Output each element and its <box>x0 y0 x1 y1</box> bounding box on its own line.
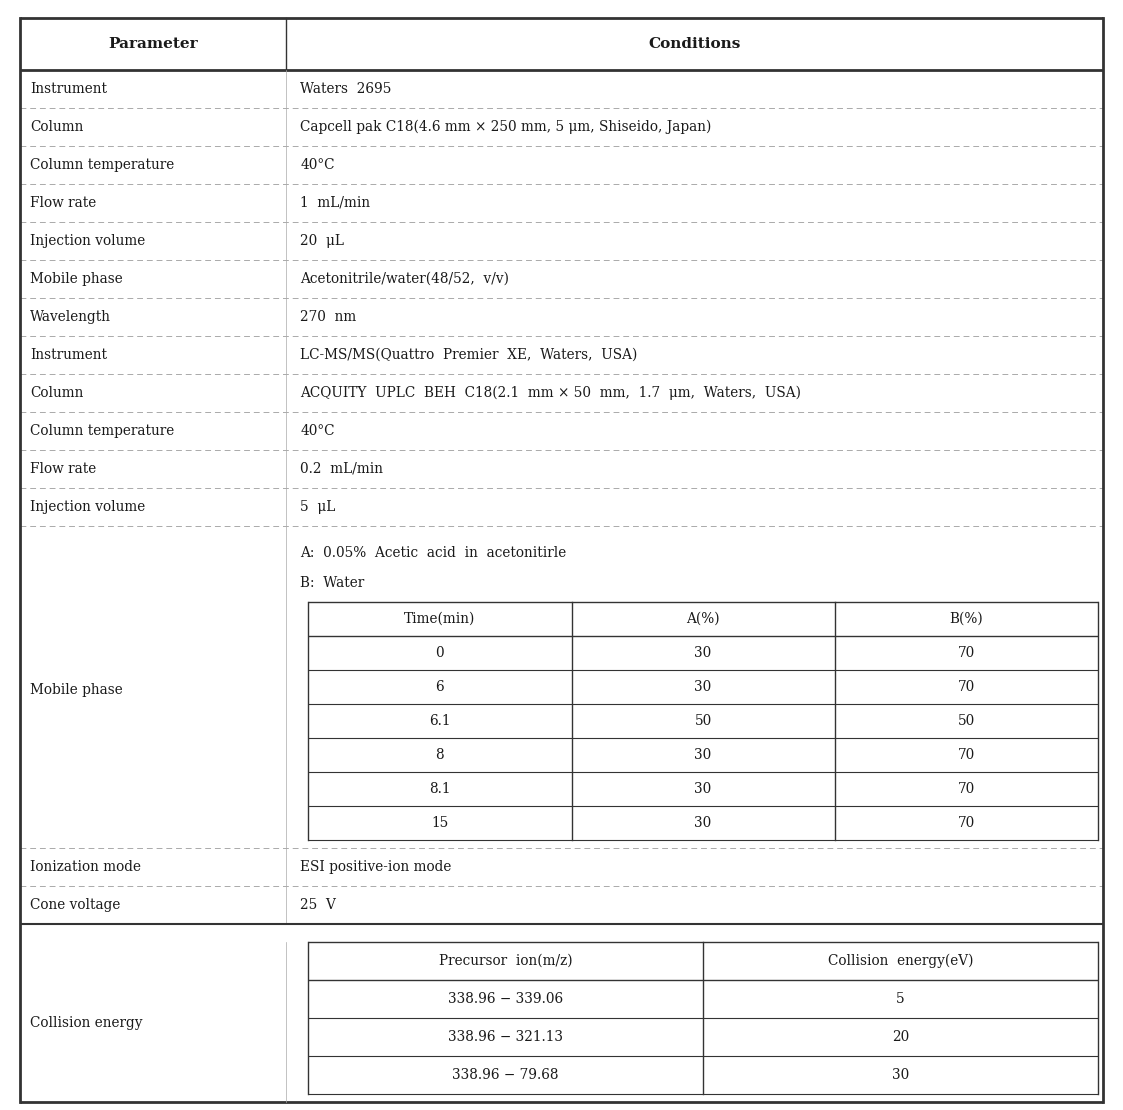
Text: 20: 20 <box>892 1030 909 1045</box>
Text: Capcell pak C18(4.6 mm × 250 mm, 5 μm, Shiseido, Japan): Capcell pak C18(4.6 mm × 250 mm, 5 μm, S… <box>300 120 712 134</box>
Text: Column: Column <box>30 386 83 400</box>
Text: 270  nm: 270 nm <box>300 310 357 324</box>
Text: 25  V: 25 V <box>300 898 336 912</box>
Text: Column temperature: Column temperature <box>30 158 174 172</box>
Text: 8.1: 8.1 <box>429 783 450 796</box>
Text: 30: 30 <box>694 783 712 796</box>
Text: Parameter: Parameter <box>109 37 198 51</box>
Text: 40°C: 40°C <box>300 424 335 438</box>
Text: 338.96 − 339.06: 338.96 − 339.06 <box>448 992 564 1006</box>
Text: ACQUITY  UPLC  BEH  C18(2.1  mm × 50  mm,  1.7  μm,  Waters,  USA): ACQUITY UPLC BEH C18(2.1 mm × 50 mm, 1.7… <box>300 386 802 401</box>
Text: Injection volume: Injection volume <box>30 234 146 248</box>
Text: Instrument: Instrument <box>30 349 107 362</box>
Text: 70: 70 <box>958 646 975 660</box>
Text: 0: 0 <box>436 646 445 660</box>
Text: A(%): A(%) <box>686 612 720 626</box>
Text: Flow rate: Flow rate <box>30 196 97 210</box>
Text: 30: 30 <box>694 680 712 694</box>
Text: Collision energy: Collision energy <box>30 1016 143 1030</box>
Text: Instrument: Instrument <box>30 82 107 95</box>
Text: ESI positive-ion mode: ESI positive-ion mode <box>300 860 451 874</box>
Text: Column temperature: Column temperature <box>30 424 174 438</box>
Text: Injection volume: Injection volume <box>30 500 146 514</box>
Text: 70: 70 <box>958 748 975 761</box>
Text: 30: 30 <box>694 646 712 660</box>
Text: 5  μL: 5 μL <box>300 500 336 514</box>
Text: A:  0.05%  Acetic  acid  in  acetonitirle: A: 0.05% Acetic acid in acetonitirle <box>300 546 567 561</box>
Text: Conditions: Conditions <box>648 37 741 51</box>
Text: 8: 8 <box>436 748 445 761</box>
Text: Column: Column <box>30 120 83 134</box>
Text: 30: 30 <box>694 816 712 830</box>
Text: Collision  energy(eV): Collision energy(eV) <box>828 953 974 968</box>
Text: Mobile phase: Mobile phase <box>30 683 122 697</box>
Text: 30: 30 <box>694 748 712 761</box>
Text: 6.1: 6.1 <box>429 714 450 728</box>
Text: B(%): B(%) <box>949 612 983 626</box>
Text: B:  Water: B: Water <box>300 576 365 591</box>
Text: 40°C: 40°C <box>300 158 335 172</box>
Text: 20  μL: 20 μL <box>300 234 345 248</box>
Text: Wavelength: Wavelength <box>30 310 111 324</box>
Text: 30: 30 <box>892 1068 909 1082</box>
Text: 1  mL/min: 1 mL/min <box>300 196 371 210</box>
Text: 338.96 − 321.13: 338.96 − 321.13 <box>448 1030 564 1045</box>
Text: 70: 70 <box>958 680 975 694</box>
Text: Flow rate: Flow rate <box>30 462 97 476</box>
Text: 70: 70 <box>958 816 975 830</box>
Text: 0.2  mL/min: 0.2 mL/min <box>300 462 383 476</box>
Text: Ionization mode: Ionization mode <box>30 860 141 874</box>
Text: LC-MS/MS(Quattro  Premier  XE,  Waters,  USA): LC-MS/MS(Quattro Premier XE, Waters, USA… <box>300 349 638 362</box>
Text: 6: 6 <box>436 680 445 694</box>
Text: 5: 5 <box>896 992 905 1006</box>
Text: Acetonitrile/water(48/52,  v/v): Acetonitrile/water(48/52, v/v) <box>300 272 510 286</box>
Text: Time(min): Time(min) <box>404 612 476 626</box>
Text: Precursor  ion(m/z): Precursor ion(m/z) <box>439 953 573 968</box>
Text: Waters  2695: Waters 2695 <box>300 82 392 95</box>
Text: 15: 15 <box>431 816 448 830</box>
Text: 70: 70 <box>958 783 975 796</box>
Text: 50: 50 <box>694 714 712 728</box>
Text: 50: 50 <box>958 714 975 728</box>
Text: Cone voltage: Cone voltage <box>30 898 120 912</box>
Text: Mobile phase: Mobile phase <box>30 272 122 286</box>
Text: 338.96 − 79.68: 338.96 − 79.68 <box>453 1068 559 1082</box>
